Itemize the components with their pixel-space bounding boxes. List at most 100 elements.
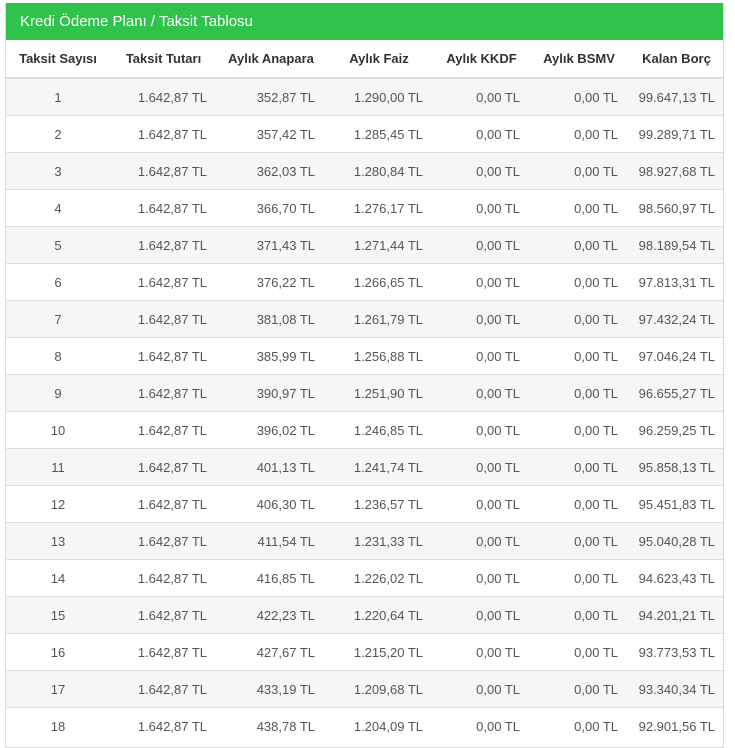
cell-remaining-debt: 99.647,13 TL (628, 77, 723, 116)
cell-monthly-bsmv: 0,00 TL (530, 226, 628, 264)
cell-installment-no: 3 (6, 152, 110, 190)
cell-monthly-interest: 1.290,00 TL (325, 77, 433, 116)
cell-monthly-kkdf: 0,00 TL (433, 411, 530, 449)
cell-installment-no: 1 (6, 77, 110, 116)
cell-monthly-principal: 357,42 TL (217, 115, 325, 153)
cell-monthly-bsmv: 0,00 TL (530, 596, 628, 634)
cell-monthly-kkdf: 0,00 TL (433, 152, 530, 190)
payment-plan-panel: Kredi Ödeme Planı / Taksit Tablosu Taksi… (5, 3, 724, 748)
table-row: 13 1.642,87 TL 411,54 TL 1.231,33 TL 0,00 TL… (6, 522, 723, 560)
cell-monthly-kkdf: 0,00 TL (433, 670, 530, 708)
cell-remaining-debt: 96.259,25 TL (628, 411, 723, 449)
cell-monthly-interest: 1.285,45 TL (325, 115, 433, 153)
cell-monthly-kkdf: 0,00 TL (433, 559, 530, 597)
cell-monthly-interest: 1.251,90 TL (325, 374, 433, 412)
cell-monthly-principal: 411,54 TL (217, 522, 325, 560)
table-row: 3 1.642,87 TL 362,03 TL 1.280,84 TL 0,00 TL 0… (6, 152, 723, 190)
cell-installment-no: 11 (6, 448, 110, 486)
cell-monthly-bsmv: 0,00 TL (530, 707, 628, 744)
cell-monthly-principal: 433,19 TL (217, 670, 325, 708)
table-row: 7 1.642,87 TL 381,08 TL 1.261,79 TL 0,00 TL 0… (6, 300, 723, 338)
cell-monthly-kkdf: 0,00 TL (433, 448, 530, 486)
cell-monthly-bsmv: 0,00 TL (530, 115, 628, 153)
cell-installment-no: 2 (6, 115, 110, 153)
cell-remaining-debt: 94.623,43 TL (628, 559, 723, 597)
cell-monthly-principal: 362,03 TL (217, 152, 325, 190)
table-row: 6 1.642,87 TL 376,22 TL 1.266,65 TL 0,00 TL 0… (6, 263, 723, 301)
cell-installment-amount: 1.642,87 TL (110, 485, 217, 523)
cell-monthly-principal: 422,23 TL (217, 596, 325, 634)
header-installment-no: Taksit Sayısı (6, 40, 110, 79)
cell-monthly-interest: 1.256,88 TL (325, 337, 433, 375)
table-row: 5 1.642,87 TL 371,43 TL 1.271,44 TL 0,00 TL 0… (6, 226, 723, 264)
cell-installment-no: 15 (6, 596, 110, 634)
cell-monthly-interest: 1.241,74 TL (325, 448, 433, 486)
cell-installment-amount: 1.642,87 TL (110, 596, 217, 634)
cell-monthly-kkdf: 0,00 TL (433, 633, 530, 671)
cell-remaining-debt: 94.201,21 TL (628, 596, 723, 634)
cell-installment-amount: 1.642,87 TL (110, 522, 217, 560)
installment-table: Taksit Sayısı Taksit Tutarı Aylık Anapar… (6, 40, 723, 744)
table-row: 11 1.642,87 TL 401,13 TL 1.241,74 TL 0,00 TL… (6, 448, 723, 486)
cell-installment-amount: 1.642,87 TL (110, 189, 217, 227)
cell-monthly-bsmv: 0,00 TL (530, 374, 628, 412)
cell-monthly-principal: 385,99 TL (217, 337, 325, 375)
cell-installment-no: 13 (6, 522, 110, 560)
cell-remaining-debt: 95.451,83 TL (628, 485, 723, 523)
cell-remaining-debt: 98.560,97 TL (628, 189, 723, 227)
cell-installment-no: 8 (6, 337, 110, 375)
cell-monthly-bsmv: 0,00 TL (530, 411, 628, 449)
cell-monthly-interest: 1.266,65 TL (325, 263, 433, 301)
cell-installment-amount: 1.642,87 TL (110, 707, 217, 744)
cell-monthly-kkdf: 0,00 TL (433, 485, 530, 523)
cell-remaining-debt: 98.927,68 TL (628, 152, 723, 190)
cell-monthly-bsmv: 0,00 TL (530, 263, 628, 301)
table-row: 9 1.642,87 TL 390,97 TL 1.251,90 TL 0,00 TL 0… (6, 374, 723, 412)
table-row: 8 1.642,87 TL 385,99 TL 1.256,88 TL 0,00 TL 0… (6, 337, 723, 375)
cell-monthly-bsmv: 0,00 TL (530, 77, 628, 116)
cell-installment-amount: 1.642,87 TL (110, 633, 217, 671)
cell-monthly-principal: 366,70 TL (217, 189, 325, 227)
cell-remaining-debt: 92.901,56 TL (628, 707, 723, 744)
cell-installment-no: 7 (6, 300, 110, 338)
cell-installment-no: 17 (6, 670, 110, 708)
table-header-row: Taksit Sayısı Taksit Tutarı Aylık Anapar… (6, 40, 723, 79)
cell-remaining-debt: 97.432,24 TL (628, 300, 723, 338)
cell-installment-no: 12 (6, 485, 110, 523)
header-installment-amount: Taksit Tutarı (110, 40, 217, 79)
cell-installment-amount: 1.642,87 TL (110, 448, 217, 486)
cell-monthly-interest: 1.209,68 TL (325, 670, 433, 708)
table-row: 16 1.642,87 TL 427,67 TL 1.215,20 TL 0,00 TL… (6, 633, 723, 671)
header-monthly-bsmv: Aylık BSMV (530, 40, 628, 79)
cell-monthly-bsmv: 0,00 TL (530, 559, 628, 597)
cell-monthly-kkdf: 0,00 TL (433, 300, 530, 338)
cell-monthly-principal: 376,22 TL (217, 263, 325, 301)
cell-remaining-debt: 97.813,31 TL (628, 263, 723, 301)
table-row: 18 1.642,87 TL 438,78 TL 1.204,09 TL 0,00 TL… (6, 707, 723, 744)
cell-monthly-interest: 1.220,64 TL (325, 596, 433, 634)
cell-monthly-principal: 406,30 TL (217, 485, 325, 523)
cell-monthly-bsmv: 0,00 TL (530, 633, 628, 671)
cell-monthly-interest: 1.204,09 TL (325, 707, 433, 744)
cell-monthly-interest: 1.271,44 TL (325, 226, 433, 264)
cell-installment-no: 9 (6, 374, 110, 412)
cell-monthly-kkdf: 0,00 TL (433, 263, 530, 301)
cell-monthly-interest: 1.246,85 TL (325, 411, 433, 449)
cell-remaining-debt: 97.046,24 TL (628, 337, 723, 375)
cell-monthly-interest: 1.231,33 TL (325, 522, 433, 560)
table-body: 1 1.642,87 TL 352,87 TL 1.290,00 TL 0,00 TL 0… (6, 77, 723, 744)
cell-monthly-bsmv: 0,00 TL (530, 337, 628, 375)
cell-remaining-debt: 93.773,53 TL (628, 633, 723, 671)
cell-monthly-kkdf: 0,00 TL (433, 707, 530, 744)
cell-installment-amount: 1.642,87 TL (110, 152, 217, 190)
cell-monthly-principal: 371,43 TL (217, 226, 325, 264)
cell-monthly-kkdf: 0,00 TL (433, 374, 530, 412)
cell-installment-amount: 1.642,87 TL (110, 337, 217, 375)
cell-monthly-principal: 352,87 TL (217, 77, 325, 116)
panel-title: Kredi Ödeme Planı / Taksit Tablosu (6, 3, 723, 40)
cell-remaining-debt: 98.189,54 TL (628, 226, 723, 264)
cell-remaining-debt: 95.040,28 TL (628, 522, 723, 560)
cell-remaining-debt: 96.655,27 TL (628, 374, 723, 412)
table-row: 14 1.642,87 TL 416,85 TL 1.226,02 TL 0,00 TL… (6, 559, 723, 597)
cell-monthly-kkdf: 0,00 TL (433, 522, 530, 560)
